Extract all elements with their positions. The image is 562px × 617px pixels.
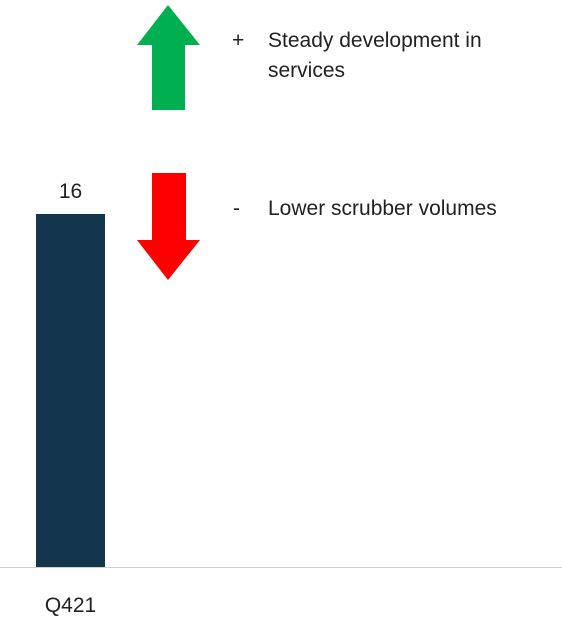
bar (36, 214, 105, 567)
bullet: - (233, 197, 240, 220)
annotation-text: Lower scrubber volumes (268, 197, 497, 220)
x-tick-label: Q421 (45, 594, 96, 617)
value-label: 16 (59, 180, 82, 203)
bullet: + (232, 29, 245, 52)
arrow-up (137, 5, 200, 110)
annotation-text: Steady development in services (268, 29, 482, 82)
arrow-down (137, 173, 200, 280)
